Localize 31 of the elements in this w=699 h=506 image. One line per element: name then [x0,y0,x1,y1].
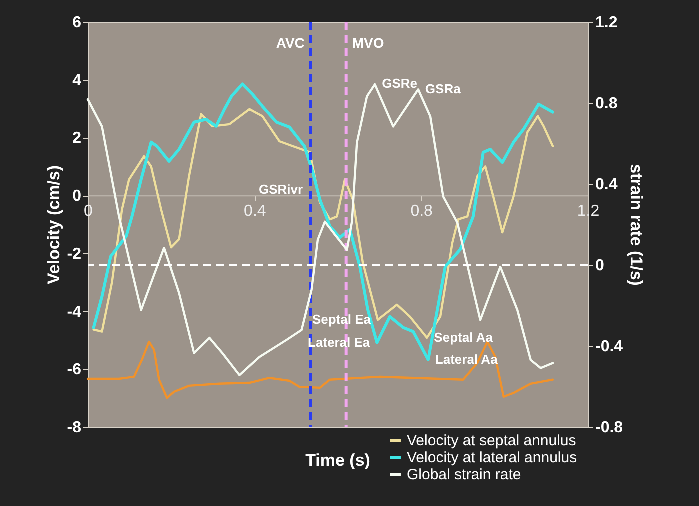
y-tick-label: -6 [67,362,82,379]
legend-label: Global strain rate [407,466,522,484]
y-tick-label: -2 [67,246,82,263]
x-tick-label: 0 [84,203,94,220]
y2-tick-label: -0.8 [596,420,624,436]
x-tick-label: 0.4 [244,203,266,220]
y2-tick-label: 1.2 [596,14,618,32]
y2-tick-label: 0 [596,258,604,274]
legend-label: Velocity at septal annulus [407,432,576,450]
y-tick-label: 4 [72,72,82,90]
x-tick-label: 0.8 [410,203,434,220]
y2-tick-label: 0.4 [596,176,618,194]
annotation: Septal Aa [434,330,494,345]
x-tick-label: 1.2 [577,203,600,220]
annotation: GSRe [382,76,418,92]
annotation: Lateral Ea [308,334,371,350]
ref-line-label: MVO [352,35,384,51]
y-tick-label: -4 [67,304,82,321]
y-tick-label: -8 [67,420,82,436]
legend-label: Velocity at lateral annulus [407,450,578,466]
annotation: GSRivr [259,182,304,197]
y2-axis-title: strain rate (1/s) [627,164,646,286]
y2-tick-label: 0.8 [596,96,618,112]
y-tick-label: 6 [72,14,82,32]
x-axis-title: Time (s) [306,451,370,470]
annotation: GSRa [425,81,462,96]
y-tick-label: 2 [72,130,82,148]
ref-line-label: AVC [276,35,305,51]
y2-tick-label: -0.4 [596,338,624,356]
y-axis-title: Velocity (cm/s) [44,165,64,285]
y-tick-label: 0 [72,188,82,206]
